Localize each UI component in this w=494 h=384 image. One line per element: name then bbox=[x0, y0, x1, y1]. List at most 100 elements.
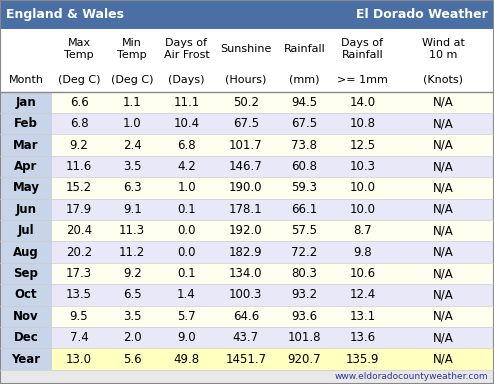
Text: 66.1: 66.1 bbox=[291, 203, 318, 216]
Text: 11.1: 11.1 bbox=[173, 96, 200, 109]
Text: 9.2: 9.2 bbox=[123, 267, 141, 280]
Text: N/A: N/A bbox=[433, 203, 454, 216]
Text: 49.8: 49.8 bbox=[173, 353, 200, 366]
Text: N/A: N/A bbox=[433, 139, 454, 152]
Text: 20.2: 20.2 bbox=[66, 246, 92, 259]
Text: 72.2: 72.2 bbox=[291, 246, 318, 259]
Text: (Deg C): (Deg C) bbox=[111, 74, 154, 84]
Text: 93.6: 93.6 bbox=[291, 310, 317, 323]
Text: >= 1mm: >= 1mm bbox=[337, 74, 388, 84]
Text: 11.3: 11.3 bbox=[119, 224, 145, 237]
Text: 101.7: 101.7 bbox=[229, 139, 263, 152]
Text: Mar: Mar bbox=[13, 139, 39, 152]
Text: 7.4: 7.4 bbox=[70, 331, 88, 344]
Text: 100.3: 100.3 bbox=[229, 288, 262, 301]
Text: Month: Month bbox=[8, 74, 43, 84]
Text: 60.8: 60.8 bbox=[291, 160, 317, 173]
Text: Apr: Apr bbox=[14, 160, 38, 173]
Text: 9.5: 9.5 bbox=[70, 310, 88, 323]
Text: 6.8: 6.8 bbox=[70, 117, 88, 130]
Text: 9.0: 9.0 bbox=[177, 331, 196, 344]
Text: 0.1: 0.1 bbox=[177, 267, 196, 280]
Text: Oct: Oct bbox=[15, 288, 37, 301]
FancyBboxPatch shape bbox=[0, 327, 52, 348]
Text: Sep: Sep bbox=[13, 267, 39, 280]
FancyBboxPatch shape bbox=[0, 306, 494, 327]
Text: N/A: N/A bbox=[433, 288, 454, 301]
Text: 8.7: 8.7 bbox=[353, 224, 371, 237]
FancyBboxPatch shape bbox=[0, 134, 52, 156]
FancyBboxPatch shape bbox=[0, 220, 494, 242]
Text: 1.1: 1.1 bbox=[123, 96, 141, 109]
Text: 11.6: 11.6 bbox=[66, 160, 92, 173]
Text: 93.2: 93.2 bbox=[291, 288, 317, 301]
FancyBboxPatch shape bbox=[0, 242, 52, 263]
Text: 73.8: 73.8 bbox=[291, 139, 317, 152]
FancyBboxPatch shape bbox=[0, 177, 52, 199]
Text: 10.4: 10.4 bbox=[173, 117, 200, 130]
Text: N/A: N/A bbox=[433, 310, 454, 323]
Text: Min
Temp: Min Temp bbox=[118, 38, 147, 60]
Text: 2.4: 2.4 bbox=[123, 139, 141, 152]
FancyBboxPatch shape bbox=[0, 0, 494, 29]
Text: N/A: N/A bbox=[433, 117, 454, 130]
Text: 12.4: 12.4 bbox=[349, 288, 375, 301]
Text: Days of
Rainfall: Days of Rainfall bbox=[341, 38, 383, 60]
Text: 20.4: 20.4 bbox=[66, 224, 92, 237]
Text: 3.5: 3.5 bbox=[123, 310, 141, 323]
Text: 80.3: 80.3 bbox=[291, 267, 317, 280]
Text: 134.0: 134.0 bbox=[229, 267, 262, 280]
Text: N/A: N/A bbox=[433, 246, 454, 259]
Text: England & Wales: England & Wales bbox=[6, 8, 124, 21]
FancyBboxPatch shape bbox=[0, 156, 52, 177]
Text: 6.8: 6.8 bbox=[177, 139, 196, 152]
Text: 4.2: 4.2 bbox=[177, 160, 196, 173]
Text: 64.6: 64.6 bbox=[233, 310, 259, 323]
Text: (Knots): (Knots) bbox=[423, 74, 463, 84]
Text: 3.5: 3.5 bbox=[123, 160, 141, 173]
Text: 135.9: 135.9 bbox=[346, 353, 379, 366]
Text: Wind at
10 m: Wind at 10 m bbox=[422, 38, 465, 60]
Text: N/A: N/A bbox=[433, 331, 454, 344]
Text: 5.7: 5.7 bbox=[177, 310, 196, 323]
Text: N/A: N/A bbox=[433, 267, 454, 280]
Text: Days of
Air Frost: Days of Air Frost bbox=[164, 38, 209, 60]
Text: 0.0: 0.0 bbox=[177, 224, 196, 237]
Text: 1.0: 1.0 bbox=[123, 117, 141, 130]
Text: 10.0: 10.0 bbox=[349, 182, 375, 194]
Text: (Hours): (Hours) bbox=[225, 74, 266, 84]
Text: 17.3: 17.3 bbox=[66, 267, 92, 280]
Text: 9.2: 9.2 bbox=[70, 139, 88, 152]
Text: 10.6: 10.6 bbox=[349, 267, 375, 280]
Text: N/A: N/A bbox=[433, 96, 454, 109]
Text: Jun: Jun bbox=[15, 203, 37, 216]
Text: 6.6: 6.6 bbox=[70, 96, 88, 109]
Text: www.eldoradocountyweather.com: www.eldoradocountyweather.com bbox=[334, 372, 488, 381]
Text: Sunshine: Sunshine bbox=[220, 44, 271, 54]
Text: 13.0: 13.0 bbox=[66, 353, 92, 366]
FancyBboxPatch shape bbox=[0, 220, 52, 242]
FancyBboxPatch shape bbox=[0, 370, 494, 384]
Text: 1.4: 1.4 bbox=[177, 288, 196, 301]
Text: Max
Temp: Max Temp bbox=[64, 38, 94, 60]
Text: Aug: Aug bbox=[13, 246, 39, 259]
Text: N/A: N/A bbox=[433, 353, 454, 366]
Text: 67.5: 67.5 bbox=[233, 117, 259, 130]
Text: El Dorado Weather: El Dorado Weather bbox=[356, 8, 488, 21]
Text: N/A: N/A bbox=[433, 182, 454, 194]
Text: 5.6: 5.6 bbox=[123, 353, 141, 366]
FancyBboxPatch shape bbox=[0, 113, 494, 134]
Text: 0.1: 0.1 bbox=[177, 203, 196, 216]
Text: 1451.7: 1451.7 bbox=[225, 353, 266, 366]
FancyBboxPatch shape bbox=[0, 348, 494, 370]
Text: 94.5: 94.5 bbox=[291, 96, 317, 109]
Text: 190.0: 190.0 bbox=[229, 182, 262, 194]
Text: 146.7: 146.7 bbox=[229, 160, 263, 173]
Text: Dec: Dec bbox=[13, 331, 39, 344]
Text: 9.8: 9.8 bbox=[353, 246, 371, 259]
Text: 6.3: 6.3 bbox=[123, 182, 141, 194]
Text: N/A: N/A bbox=[433, 160, 454, 173]
Text: 13.1: 13.1 bbox=[349, 310, 375, 323]
FancyBboxPatch shape bbox=[0, 92, 52, 113]
Text: 13.5: 13.5 bbox=[66, 288, 92, 301]
